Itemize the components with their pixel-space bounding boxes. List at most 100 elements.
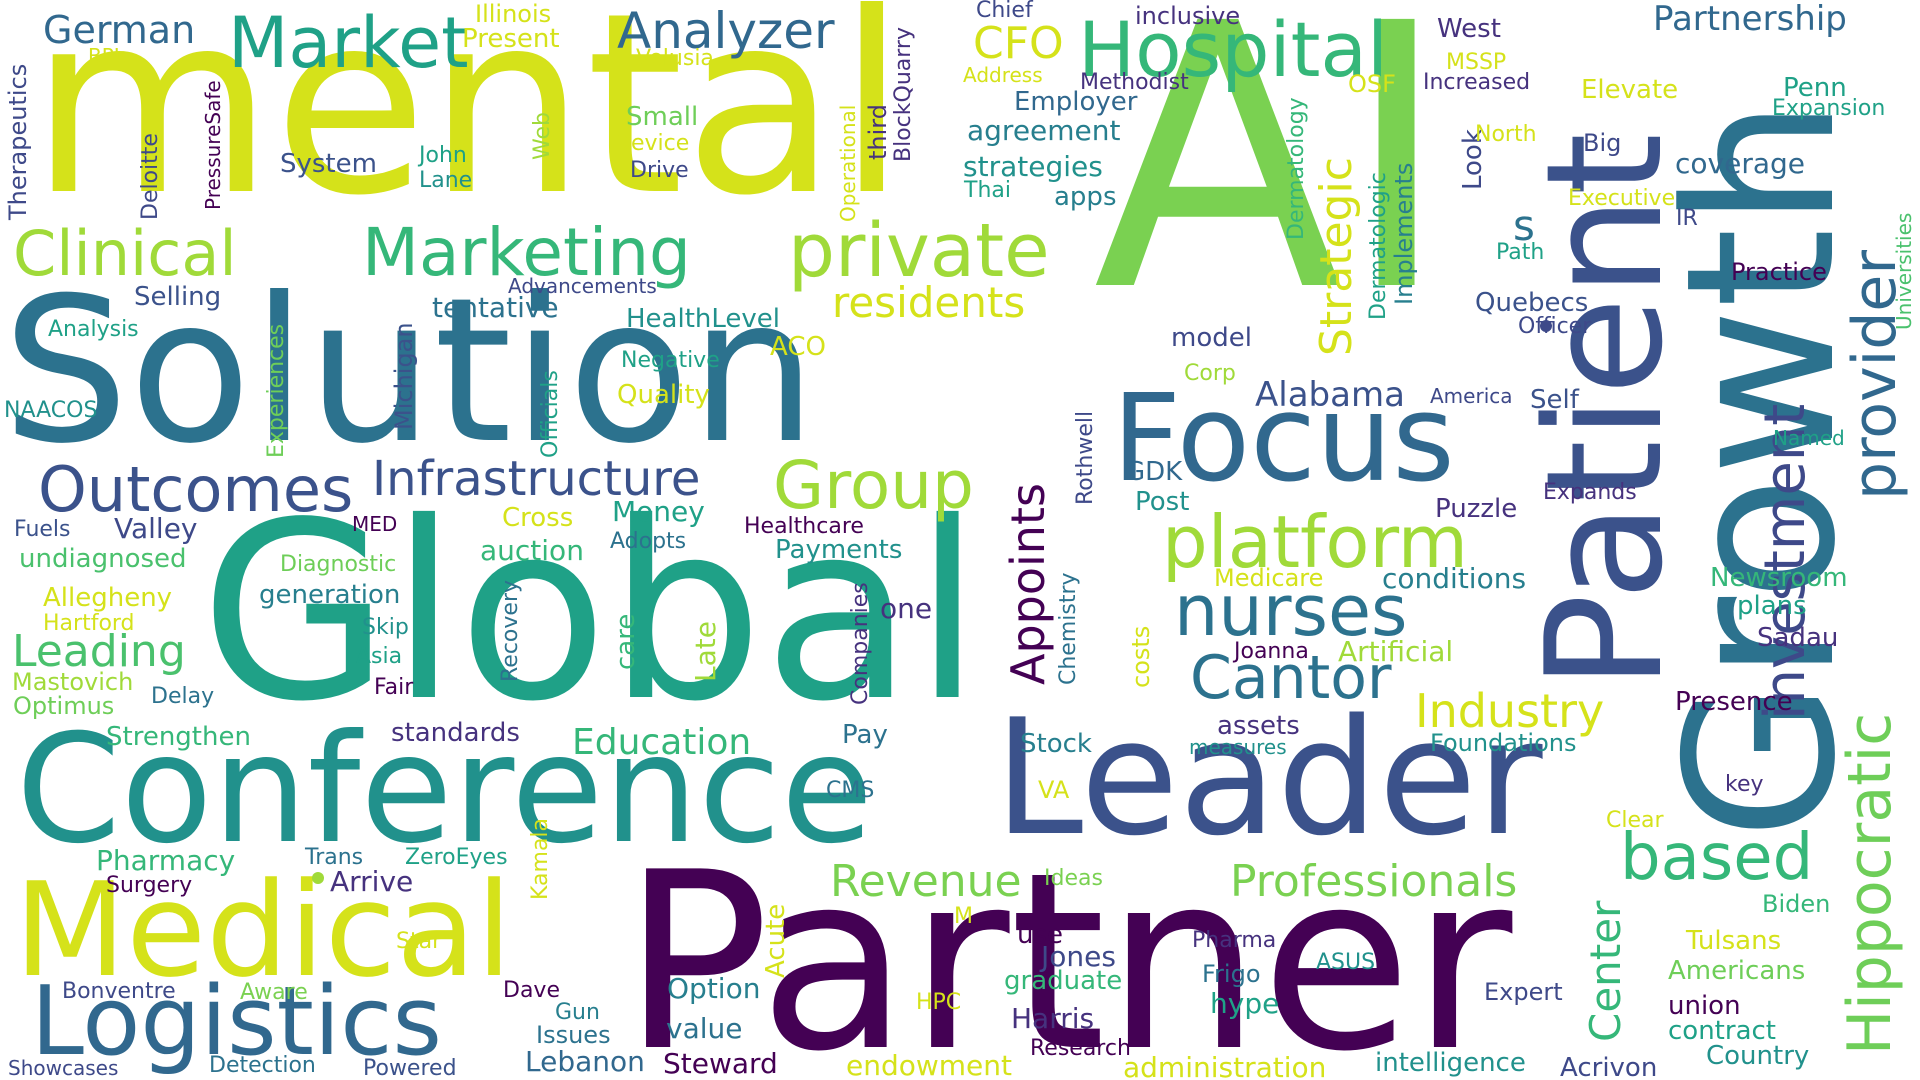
word-path: Path <box>1496 240 1545 265</box>
word-nurses: nurses <box>1174 570 1408 652</box>
word-pressuresafe: PressureSafe <box>201 80 225 210</box>
word-quality: Quality <box>617 380 710 410</box>
word-s: s <box>1513 201 1535 250</box>
word-sadau: Sadau <box>1757 623 1839 653</box>
word-education: Education <box>572 722 752 763</box>
word-quebecs: Quebecs <box>1475 288 1589 318</box>
word-expert: Expert <box>1484 978 1563 1006</box>
word-conditions: conditions <box>1382 562 1527 595</box>
word-negative: Negative <box>621 348 720 373</box>
word-platform: platform <box>1162 500 1468 584</box>
word-valley: Valley <box>114 512 198 545</box>
word-recovery: Recovery <box>498 579 523 682</box>
word-john: John <box>419 143 467 168</box>
word-gdk: GDK <box>1125 457 1183 487</box>
word-zeroeyes: ZeroEyes <box>405 845 508 870</box>
word-conference: Conference <box>16 703 874 877</box>
word-leader: Leader <box>994 684 1543 871</box>
word-lebanon: Lebanon <box>525 1045 645 1078</box>
word-option: Option <box>667 972 761 1005</box>
word-dermatology: Dermatology <box>1284 97 1309 240</box>
word-va: VA <box>1038 776 1070 804</box>
word-group: Group <box>773 447 974 524</box>
word-research: Research <box>1030 1036 1131 1061</box>
word-foundations: Foundations <box>1430 729 1577 757</box>
word-america: America <box>1430 384 1513 408</box>
word-acrivon: Acrivon <box>1560 1053 1658 1080</box>
word-volusia: Volusia <box>636 46 714 71</box>
word-joanna: Joanna <box>1234 639 1309 664</box>
word-endowment: endowment <box>846 1049 1013 1080</box>
word-deloitte: Deloitte <box>138 133 163 220</box>
word-ir: IR <box>1676 206 1698 231</box>
word-operational: Operational <box>836 104 860 222</box>
word-assets: assets <box>1217 711 1300 741</box>
word-money: Money <box>612 495 705 528</box>
word-payments: Payments <box>775 535 903 565</box>
word-puzzle: Puzzle <box>1435 494 1518 524</box>
word-expansion: Expansion <box>1772 96 1886 121</box>
word-administration: administration <box>1123 1051 1327 1080</box>
word-naacos: NAACOS <box>4 398 98 423</box>
word-dave: Dave <box>503 978 560 1003</box>
word-pharma: Pharma <box>1192 928 1277 953</box>
word-hippocratic: Hippocratic <box>1835 712 1905 1055</box>
word-cms: CMS <box>826 778 875 803</box>
word-stock: Stock <box>1020 729 1092 759</box>
word-german: German <box>43 8 196 52</box>
word-mental: mental <box>30 0 907 250</box>
word-care: care <box>611 613 641 670</box>
word-implements: Implements <box>1390 162 1418 305</box>
word-cantor: Cantor <box>1190 643 1392 713</box>
word-newsroom: Newsroom <box>1710 563 1848 593</box>
word-value: value <box>666 1012 743 1045</box>
word-one: one <box>880 592 933 625</box>
word-revenue: Revenue <box>830 856 1022 907</box>
word-leading: Leading <box>12 626 186 677</box>
word-coverage: coverage <box>1675 147 1805 180</box>
word-global: Global <box>200 470 982 755</box>
word-frigo: Frigo <box>1202 960 1261 988</box>
word-asus: ASUS <box>1316 950 1376 975</box>
word-expands: Expands <box>1543 480 1637 505</box>
word-thai: Thai <box>964 178 1011 203</box>
word-biden: Biden <box>1762 890 1831 918</box>
word-contract: contract <box>1668 1016 1776 1046</box>
word-officials: Officials <box>538 370 563 458</box>
word-based: based <box>1620 821 1814 895</box>
word-pharmacy: Pharmacy <box>96 844 236 877</box>
word-powered: Powered <box>363 1056 457 1080</box>
dot-mark <box>1540 320 1552 332</box>
word-experiences: Experiences <box>264 323 289 458</box>
word-strategies: strategies <box>963 150 1103 183</box>
word-americans: Americans <box>1668 956 1806 986</box>
word-star: Star <box>396 929 442 954</box>
word-analyzer: Analyzer <box>617 2 835 60</box>
word-kamala: Kamala <box>528 817 553 900</box>
word-web: Web <box>530 112 555 160</box>
word-private: private <box>788 208 1050 294</box>
word-healthlevel: HealthLevel <box>626 304 781 334</box>
word-increased: Increased <box>1423 70 1531 95</box>
word-diagnostic: Diagnostic <box>280 552 397 577</box>
word-employer: Employer <box>1014 87 1138 117</box>
word-north: North <box>1475 122 1537 147</box>
word-intelligence: intelligence <box>1375 1048 1526 1078</box>
word-alabama: Alabama <box>1255 375 1405 415</box>
word-cfo: CFO <box>973 18 1064 69</box>
word-officer: Officer <box>1518 314 1592 339</box>
word-artificial: Artificial <box>1338 635 1454 668</box>
word-graduate: graduate <box>1004 966 1123 996</box>
word-asia: Asia <box>356 644 403 669</box>
word-use: use <box>1017 920 1064 950</box>
word-universities: Universities <box>1892 212 1916 330</box>
word-professionals: Professionals <box>1230 856 1518 907</box>
word-presence: Presence <box>1675 687 1793 717</box>
word-tulsans: Tulsans <box>1686 926 1782 956</box>
word-analysis: Analysis <box>48 317 139 342</box>
word-tentative: tentative <box>432 291 559 324</box>
word-acute: Acute <box>761 903 791 978</box>
word-small: Small <box>626 102 699 132</box>
word-practice: Practice <box>1731 258 1827 286</box>
